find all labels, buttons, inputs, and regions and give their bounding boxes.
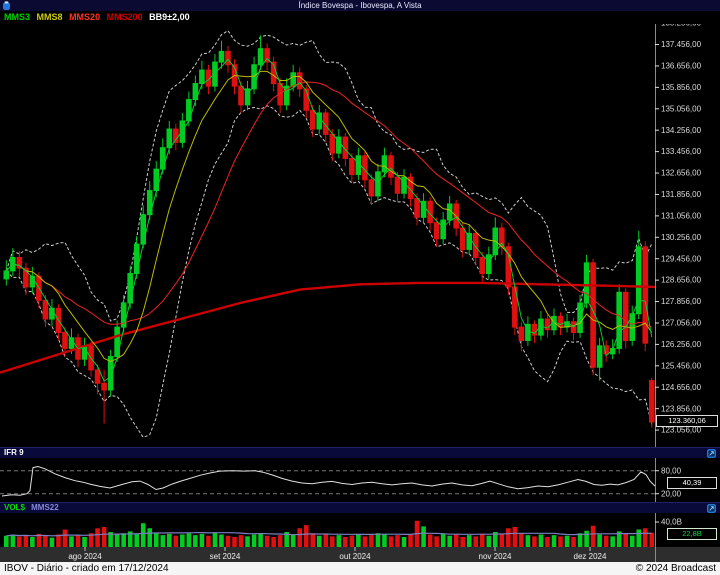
svg-text:123.856,00: 123.856,00 [661, 404, 702, 413]
indicator-legend: MMS3 MMS8 MMS20 MMS200 BB9±2,00 [0, 11, 720, 24]
svg-text:128.656,00: 128.656,00 [661, 276, 702, 285]
svg-text:129.456,00: 129.456,00 [661, 254, 702, 263]
x-axis-strip [0, 547, 720, 562]
svg-text:126.256,00: 126.256,00 [661, 340, 702, 349]
bollinger-upper-band [5, 30, 653, 322]
expand-panel-icon[interactable] [707, 449, 716, 458]
mms3-line [5, 57, 653, 382]
ifr-current-box: 40,39 [667, 477, 717, 489]
volume-panel-label: VOL$ [4, 503, 25, 512]
svg-text:127.856,00: 127.856,00 [661, 297, 702, 306]
volume-mms22-label: MMS22 [31, 503, 59, 512]
window-title: Índice Bovespa - Ibovespa, A Vista [298, 1, 422, 10]
svg-text:136.656,00: 136.656,00 [661, 62, 702, 71]
volume-current-box: 22,8B [667, 528, 717, 540]
app-icon [3, 1, 10, 10]
legend-item-mms8: MMS8 [36, 12, 63, 22]
legend-item-bollinger: BB9±2,00 [149, 12, 190, 22]
status-copyright: © 2024 Broadcast [635, 563, 716, 574]
svg-text:124.656,00: 124.656,00 [661, 383, 702, 392]
svg-text:130.256,00: 130.256,00 [661, 233, 702, 242]
svg-text:131.856,00: 131.856,00 [661, 190, 702, 199]
svg-text:80,00: 80,00 [661, 466, 682, 475]
expand-panel-icon[interactable] [707, 504, 716, 513]
volume-mms22-line [6, 531, 652, 537]
ifr-line [1, 465, 656, 497]
ifr-plot [0, 465, 656, 497]
volume-plot [4, 520, 655, 547]
svg-text:131.056,00: 131.056,00 [661, 211, 702, 220]
mms8-line [5, 70, 653, 362]
legend-item-mms3: MMS3 [4, 12, 31, 22]
title-bar: Índice Bovespa - Ibovespa, A Vista [0, 0, 720, 11]
svg-text:20,00: 20,00 [661, 489, 682, 498]
svg-text:132.656,00: 132.656,00 [661, 169, 702, 178]
mms200-line [0, 281, 656, 374]
svg-text:133.456,00: 133.456,00 [661, 147, 702, 156]
svg-text:123.056,00: 123.056,00 [661, 426, 702, 435]
svg-text:40,0B: 40,0B [661, 518, 682, 527]
last-price-box: 123.360,06 [656, 415, 718, 427]
svg-text:135.856,00: 135.856,00 [661, 83, 702, 92]
legend-item-mms200: MMS200 [106, 12, 143, 22]
mms20-line [5, 81, 653, 328]
svg-text:125.456,00: 125.456,00 [661, 361, 702, 370]
svg-text:134.256,00: 134.256,00 [661, 126, 702, 135]
bollinger-lower-band [5, 105, 653, 439]
volume-panel-header: VOL$ MMS22 [0, 502, 720, 513]
ifr-panel-header: IFR 9 [0, 447, 720, 458]
svg-text:137.456,00: 137.456,00 [661, 40, 702, 49]
status-chart-info: IBOV - Diário - criado em 17/12/2024 [4, 563, 169, 574]
ifr-panel-label: IFR 9 [4, 448, 24, 457]
candles-layer [3, 35, 655, 428]
legend-item-mms20: MMS20 [69, 12, 101, 22]
svg-text:127.056,00: 127.056,00 [661, 319, 702, 328]
main-plot [0, 30, 656, 439]
svg-text:135.056,00: 135.056,00 [661, 104, 702, 113]
status-bar: IBOV - Diário - criado em 17/12/2024 © 2… [0, 562, 720, 575]
